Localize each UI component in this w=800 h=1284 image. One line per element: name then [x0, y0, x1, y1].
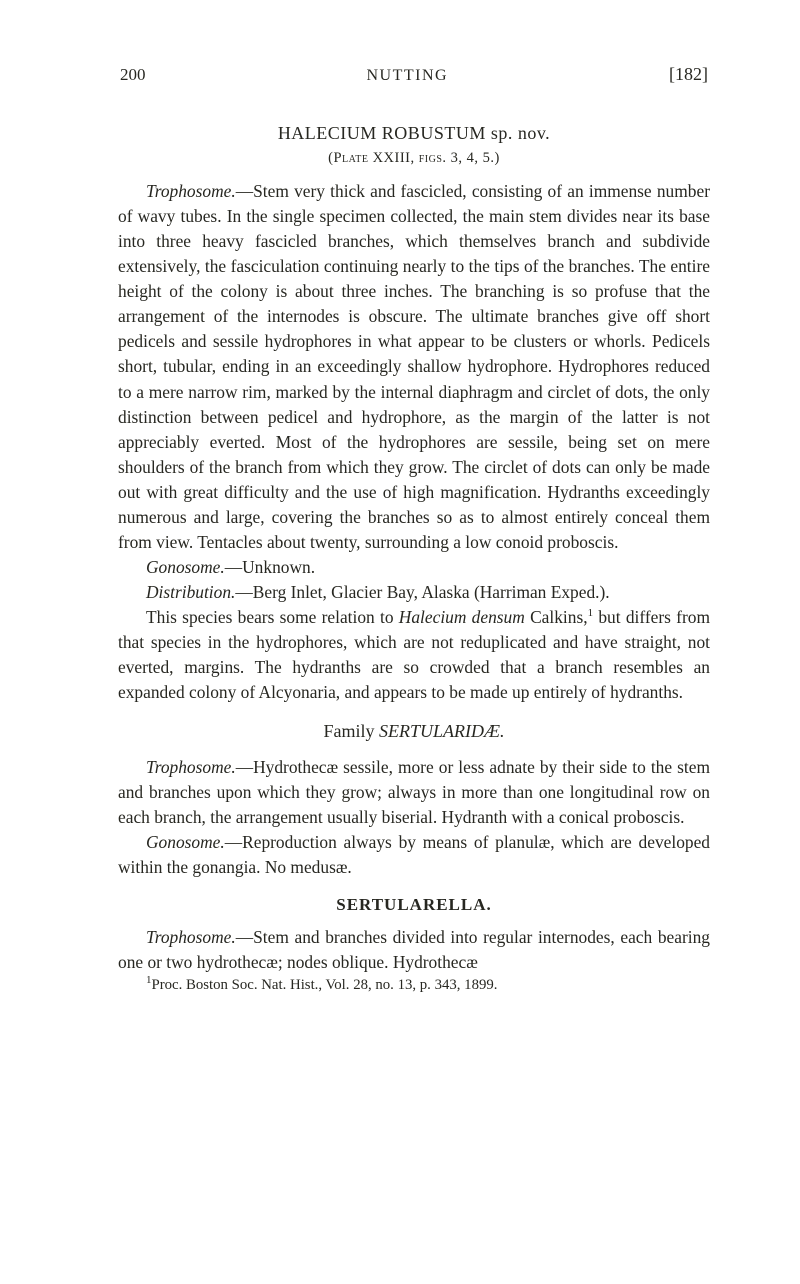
- running-title: NUTTING: [366, 67, 448, 85]
- lead-word: Gonosome.: [146, 832, 225, 852]
- lead-word: Trophosome.: [146, 927, 236, 947]
- genus-heading: SERTULARELLA.: [118, 893, 710, 917]
- family-heading: Family SERTULARIDÆ.: [118, 719, 710, 745]
- species-name-italic: Halecium densum: [399, 607, 525, 627]
- para-text: —Stem very thick and fascicled, consisti…: [118, 181, 710, 552]
- footnote: 1Proc. Boston Soc. Nat. Hist., Vol. 28, …: [118, 975, 710, 996]
- page: 200 NUTTING [182] HALECIUM ROBUSTUM sp. …: [0, 0, 800, 1284]
- para-post1: Calkins,: [525, 607, 588, 627]
- footnote-text: Proc. Boston Soc. Nat. Hist., Vol. 28, n…: [152, 977, 498, 993]
- paragraph-trophosome-3: Trophosome.—Stem and branches divided in…: [118, 925, 710, 975]
- paragraph-trophosome-1: Trophosome.—Stem very thick and fascicle…: [118, 179, 710, 555]
- paragraph-relation: This species bears some relation to Hale…: [118, 605, 710, 705]
- paragraph-distribution: Distribution.—Berg Inlet, Glacier Bay, A…: [118, 580, 710, 605]
- lead-word: Gonosome.: [146, 557, 225, 577]
- family-name: SERTULARIDÆ.: [379, 721, 505, 741]
- family-label: Family: [323, 721, 379, 741]
- lead-word: Trophosome.: [146, 757, 236, 777]
- para-text: —Berg Inlet, Glacier Bay, Alaska (Harrim…: [235, 582, 609, 602]
- species-heading: HALECIUM ROBUSTUM sp. nov.: [118, 123, 710, 144]
- paragraph-trophosome-2: Trophosome.—Hydrothecæ sessile, more or …: [118, 755, 710, 830]
- para-pre: This species bears some relation to: [146, 607, 399, 627]
- para-text: —Unknown.: [225, 557, 315, 577]
- page-number: 200: [120, 65, 146, 85]
- lead-word: Trophosome.: [146, 181, 236, 201]
- plate-reference: (Plate XXIII, figs. 3, 4, 5.): [118, 150, 710, 167]
- running-header: 200 NUTTING [182]: [118, 64, 710, 85]
- paragraph-gonosome-2: Gonosome.—Reproduction always by means o…: [118, 830, 710, 880]
- lead-word: Distribution.: [146, 582, 235, 602]
- bracket-page-number: [182]: [669, 64, 708, 85]
- paragraph-gonosome-1: Gonosome.—Unknown.: [118, 555, 710, 580]
- plate-text: (Plate XXIII, figs. 3, 4, 5.): [328, 150, 500, 166]
- body-text: Trophosome.—Stem very thick and fascicle…: [118, 179, 710, 996]
